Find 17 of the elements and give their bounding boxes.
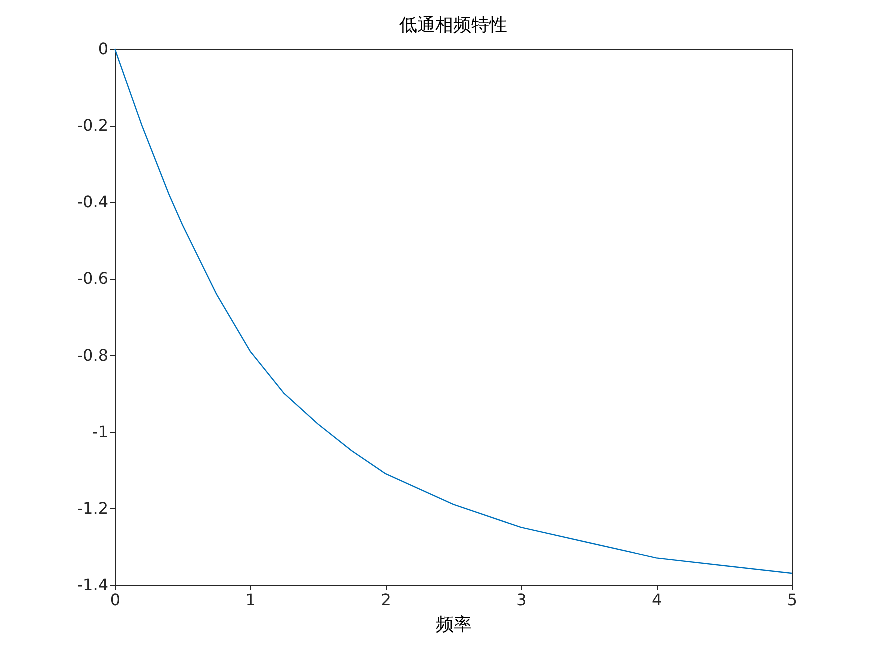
line-series: [114, 48, 793, 574]
x-tick-label: 5: [787, 590, 798, 610]
y-tick-label: -0.8: [77, 346, 108, 365]
y-tick-label: -0.2: [77, 116, 108, 136]
y-tick-label: -1.2: [77, 498, 108, 518]
x-tick-label: 4: [652, 590, 662, 610]
y-tick-label: -1.4: [77, 576, 108, 594]
x-tick-label: 0: [110, 590, 121, 610]
y-tick-label: -0.6: [77, 269, 108, 288]
y-tick-label: -0.4: [77, 192, 108, 212]
x-tick-label: 1: [246, 590, 256, 610]
x-tick-label: 2: [381, 590, 392, 610]
x-tick-label: 3: [516, 590, 527, 610]
y-tick-label: 0: [98, 40, 108, 58]
y-tick-label: -1: [92, 422, 108, 442]
chart-title: 低通相频特性: [400, 15, 508, 36]
x-axis-title: 频率: [436, 614, 472, 636]
